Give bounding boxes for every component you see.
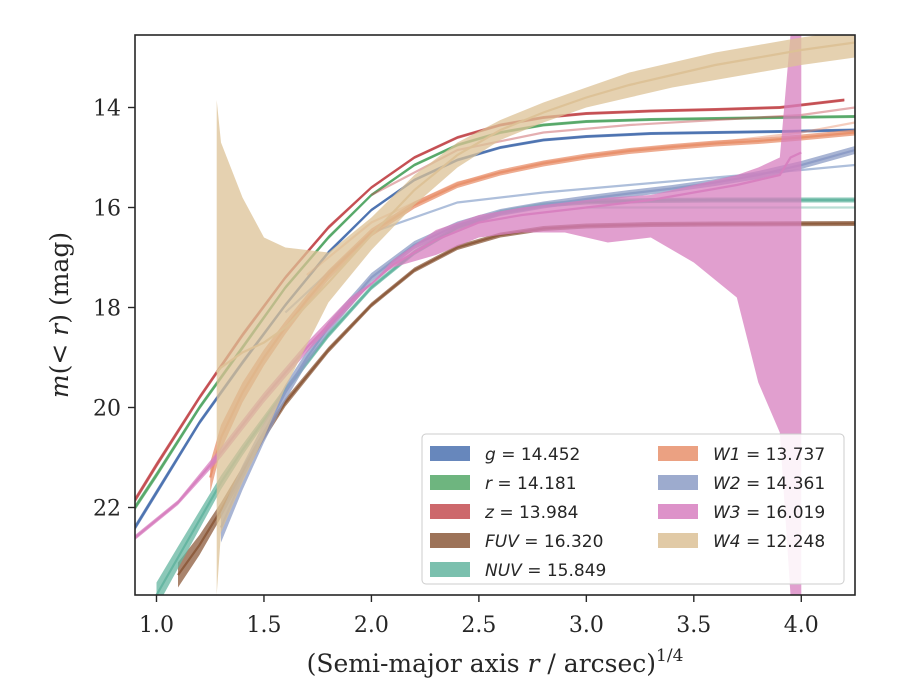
legend-label-z: z = 13.984 bbox=[484, 503, 578, 523]
series-line-w4 bbox=[215, 41, 855, 374]
x-tick-label: 2.0 bbox=[354, 613, 389, 638]
legend-swatch-g bbox=[430, 446, 470, 461]
legend-swatch-r bbox=[430, 475, 470, 490]
legend-swatch-z bbox=[430, 504, 470, 519]
legend: g = 14.452 r = 14.181 z = 13.984 FUV = 16.3… bbox=[421, 433, 845, 585]
legend-label-r: r = 14.181 bbox=[485, 474, 577, 494]
legend-swatch-fuv bbox=[430, 533, 470, 548]
legend-label-fuv: FUV = 16.320 bbox=[485, 532, 603, 552]
plot-frame bbox=[134, 34, 856, 596]
legend-swatch-w1 bbox=[658, 446, 698, 461]
legend-swatch-nuv bbox=[430, 562, 470, 577]
plot-area bbox=[135, 35, 855, 595]
y-axis: 14 16 18 20 22 bbox=[93, 97, 135, 522]
legend-label-w3: W3 = 16.019 bbox=[713, 503, 825, 523]
y-tick-label: 20 bbox=[93, 397, 121, 422]
y-axis-label: m(< r) (mag) bbox=[45, 232, 74, 398]
x-axis: 1.0 1.5 2.0 2.5 3.0 3.5 4.0 bbox=[139, 595, 819, 638]
x-tick-label: 4.0 bbox=[784, 613, 819, 638]
x-tick-label: 2.5 bbox=[461, 613, 496, 638]
legend-label-w1: W1 = 13.737 bbox=[713, 445, 825, 465]
legend-label-w4: W4 = 12.248 bbox=[713, 532, 825, 552]
legend-frame bbox=[421, 433, 845, 585]
x-tick-label: 1.5 bbox=[246, 613, 281, 638]
y-tick-label: 16 bbox=[93, 197, 121, 222]
legend-label-g: g = 14.452 bbox=[485, 445, 580, 465]
x-tick-label: 3.0 bbox=[569, 613, 604, 638]
y-tick-label: 22 bbox=[93, 497, 121, 522]
legend-label-nuv: NUV = 15.849 bbox=[485, 561, 606, 581]
legend-swatch-w4 bbox=[658, 533, 698, 548]
x-axis-label: (Semi-major axis r / arcsec)1/4 bbox=[307, 646, 684, 678]
x-tick-label: 3.5 bbox=[676, 613, 711, 638]
legend-swatch-w3 bbox=[658, 504, 698, 519]
x-tick-label: 1.0 bbox=[139, 613, 174, 638]
legend-swatch-w2 bbox=[658, 475, 698, 490]
y-tick-label: 14 bbox=[93, 97, 121, 122]
legend-label-w2: W2 = 14.361 bbox=[713, 474, 825, 494]
y-tick-label: 18 bbox=[93, 297, 121, 322]
